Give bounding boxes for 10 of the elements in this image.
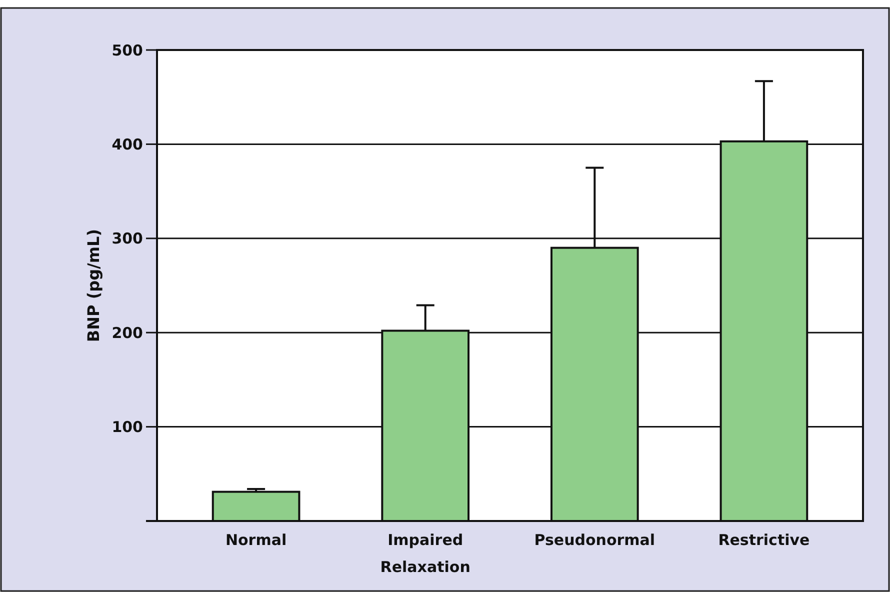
x-tick-label: Impaired Relaxation	[380, 531, 470, 576]
x-tick-label: Restrictive	[718, 531, 810, 549]
y-tick-label: 300	[112, 230, 143, 248]
y-tick-label: 400	[112, 135, 143, 154]
y-tick-label: 200	[112, 324, 143, 342]
y-tick-label: 100	[112, 418, 143, 436]
x-tick-label: Normal	[225, 531, 287, 549]
y-tick-label: 500	[112, 41, 143, 60]
y-axis-title: BNP (pg/mL)	[84, 228, 103, 342]
x-tick-label: Pseudonormal	[534, 531, 656, 549]
